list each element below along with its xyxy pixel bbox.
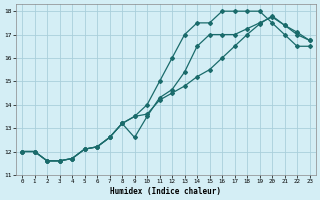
X-axis label: Humidex (Indice chaleur): Humidex (Indice chaleur) — [110, 187, 221, 196]
